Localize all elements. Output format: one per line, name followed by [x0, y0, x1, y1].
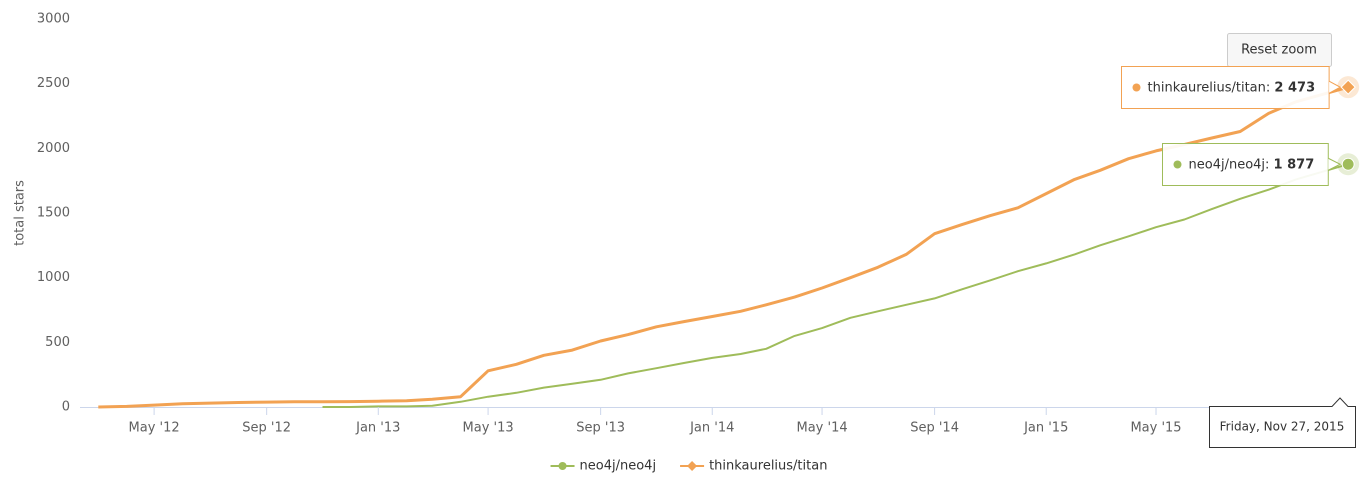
tooltip-pointer	[1328, 80, 1342, 94]
legend-label: neo4j/neo4j	[580, 459, 657, 474]
x-tick-label: Sep '12	[242, 421, 291, 436]
x-tick-label: Jan '15	[1023, 421, 1068, 436]
tooltip-box	[1209, 397, 1356, 448]
x-tick-label: Jan '13	[355, 421, 400, 436]
x-tick-label: Sep '13	[576, 421, 625, 436]
y-tick-label: 500	[45, 335, 70, 350]
series-tooltip: neo4j/neo4j: 1 877	[1162, 143, 1342, 186]
series-line	[98, 85, 1349, 409]
x-tick-label: May '15	[1130, 421, 1181, 436]
tooltip-series-name: neo4j/neo4j	[1189, 157, 1266, 172]
tooltip-dot	[1132, 83, 1141, 92]
plot-area	[98, 85, 1349, 409]
hover-marker	[1341, 157, 1355, 171]
hover-marker	[1340, 79, 1356, 95]
button-label[interactable]: Reset zoom	[1241, 43, 1317, 58]
legend-label: thinkaurelius/titan	[709, 459, 827, 474]
legend-item[interactable]: thinkaurelius/titan	[680, 459, 827, 474]
y-axis-title: total stars	[13, 180, 28, 246]
tooltip-box	[1121, 66, 1330, 109]
x-tick-label: Sep '14	[910, 421, 959, 436]
x-tick-label: May '13	[463, 421, 514, 436]
legend-marker	[558, 462, 567, 470]
tooltip-series-name: thinkaurelius/titan	[1148, 80, 1266, 95]
tooltip-separator: :	[1265, 157, 1274, 172]
y-tick-label: 1500	[37, 206, 70, 221]
tooltip-text: neo4j/neo4j: 1 877	[1189, 157, 1315, 172]
y-tick-label: 1000	[37, 270, 70, 285]
y-tick-label: 2000	[37, 141, 70, 156]
reset-zoom-button[interactable]: Reset zoom	[1227, 33, 1332, 67]
series-line	[322, 163, 1349, 408]
legend: neo4j/neo4j thinkaurelius/titan	[550, 459, 827, 474]
x-tick-label: Jan '14	[689, 421, 734, 436]
tooltip-value: 2 473	[1274, 80, 1315, 95]
legend-marker	[687, 461, 698, 471]
tooltip-text: thinkaurelius/titan: 2 473	[1148, 80, 1316, 95]
legend-item[interactable]: neo4j/neo4j	[550, 459, 657, 474]
y-tick-label: 2500	[37, 76, 70, 91]
tooltip-separator: :	[1266, 80, 1275, 95]
y-tick-label: 0	[62, 400, 70, 415]
tooltip-date: Friday, Nov 27, 2015	[1220, 420, 1345, 434]
x-tick-label: May '14	[796, 421, 847, 436]
y-tick-label: 3000	[37, 12, 70, 27]
date-tooltip: Friday, Nov 27, 2015	[1209, 397, 1356, 448]
tooltip-box	[1162, 143, 1329, 186]
tooltip-dot	[1173, 160, 1182, 169]
tooltip-value: 1 877	[1274, 157, 1315, 172]
tooltip-pointer	[1328, 157, 1342, 171]
series-tooltip: thinkaurelius/titan: 2 473	[1121, 66, 1342, 109]
x-tick-label: May '12	[129, 421, 180, 436]
